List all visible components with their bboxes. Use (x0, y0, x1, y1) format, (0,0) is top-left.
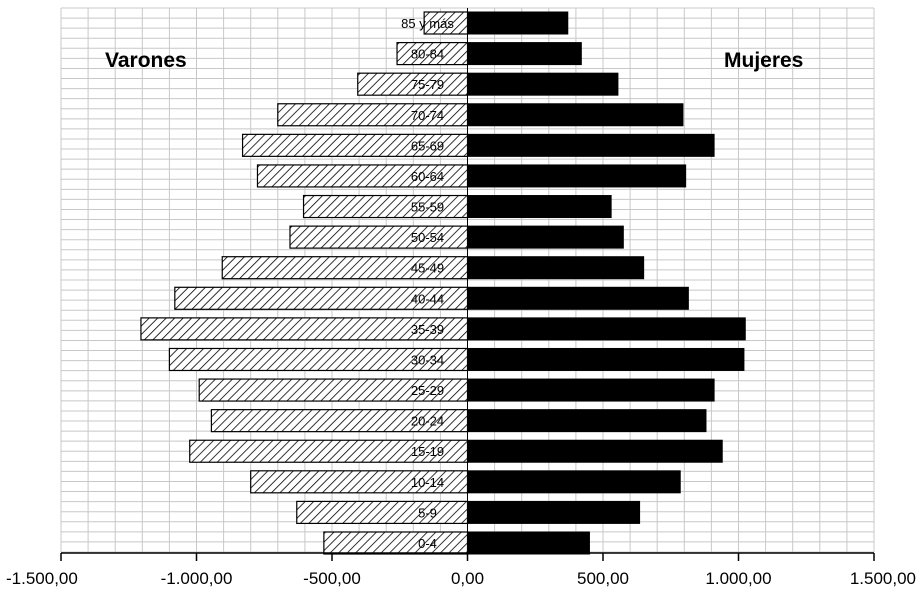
category-label: 75-79 (411, 77, 444, 92)
bar-varones (323, 531, 469, 555)
bar-varones (296, 500, 469, 525)
bar-mujeres (467, 195, 612, 219)
category-label: 35-39 (411, 322, 444, 337)
bar-mujeres (467, 42, 582, 66)
bar-mujeres (467, 439, 723, 463)
x-tick-label: -500,00 (303, 569, 361, 588)
category-label: 30-34 (411, 352, 444, 367)
category-label: 55-59 (411, 200, 444, 215)
x-tick-label: 1.000,00 (705, 569, 771, 588)
bar-mujeres (467, 500, 641, 524)
bar-mujeres (467, 164, 687, 188)
bar-mujeres (467, 133, 715, 157)
category-label: 20-24 (411, 414, 444, 429)
category-label: 0-4 (418, 536, 437, 551)
x-tick-label: 500,00 (577, 569, 629, 588)
bar-mujeres (467, 103, 684, 127)
x-tick-label: -1.000,00 (161, 569, 233, 588)
bar-mujeres (467, 72, 619, 96)
category-label: 5-9 (418, 505, 437, 520)
bar-mujeres (467, 531, 590, 555)
category-label: 70-74 (411, 108, 444, 123)
bar-mujeres (467, 470, 681, 494)
x-tick-label: -1.500,00 (6, 569, 78, 588)
bar-mujeres (467, 347, 745, 371)
category-label: 50-54 (411, 230, 444, 245)
right-series-label: Mujeres (724, 49, 803, 72)
category-label: 40-44 (411, 291, 444, 306)
bar-mujeres (467, 317, 746, 341)
bar-mujeres (467, 409, 707, 433)
bar-mujeres (467, 286, 689, 310)
bar-mujeres (467, 256, 645, 280)
x-tick-label: 0,00 (451, 569, 484, 588)
category-label: 85 y más (401, 16, 454, 31)
category-label: 45-49 (411, 261, 444, 276)
category-label: 80-84 (411, 47, 444, 62)
category-label: 15-19 (411, 444, 444, 459)
bar-mujeres (467, 378, 715, 402)
category-label: 25-29 (411, 383, 444, 398)
category-label: 60-64 (411, 169, 444, 184)
category-labels: 0-4 5-9 10-14 15-19 20-24 25-29 30-34 35-39 40-4… (401, 16, 454, 551)
x-axis: -1.500,00 -1.000,00 -500,00 0,00 500,00 1.000… (6, 8, 916, 588)
x-tick-label: 1.500,00 (850, 569, 916, 588)
category-label: 10-14 (411, 475, 444, 490)
bars (140, 11, 746, 555)
bar-mujeres (467, 225, 624, 249)
bar-mujeres (467, 11, 569, 35)
left-series-label: Varones (105, 49, 187, 72)
category-label: 65-69 (411, 138, 444, 153)
